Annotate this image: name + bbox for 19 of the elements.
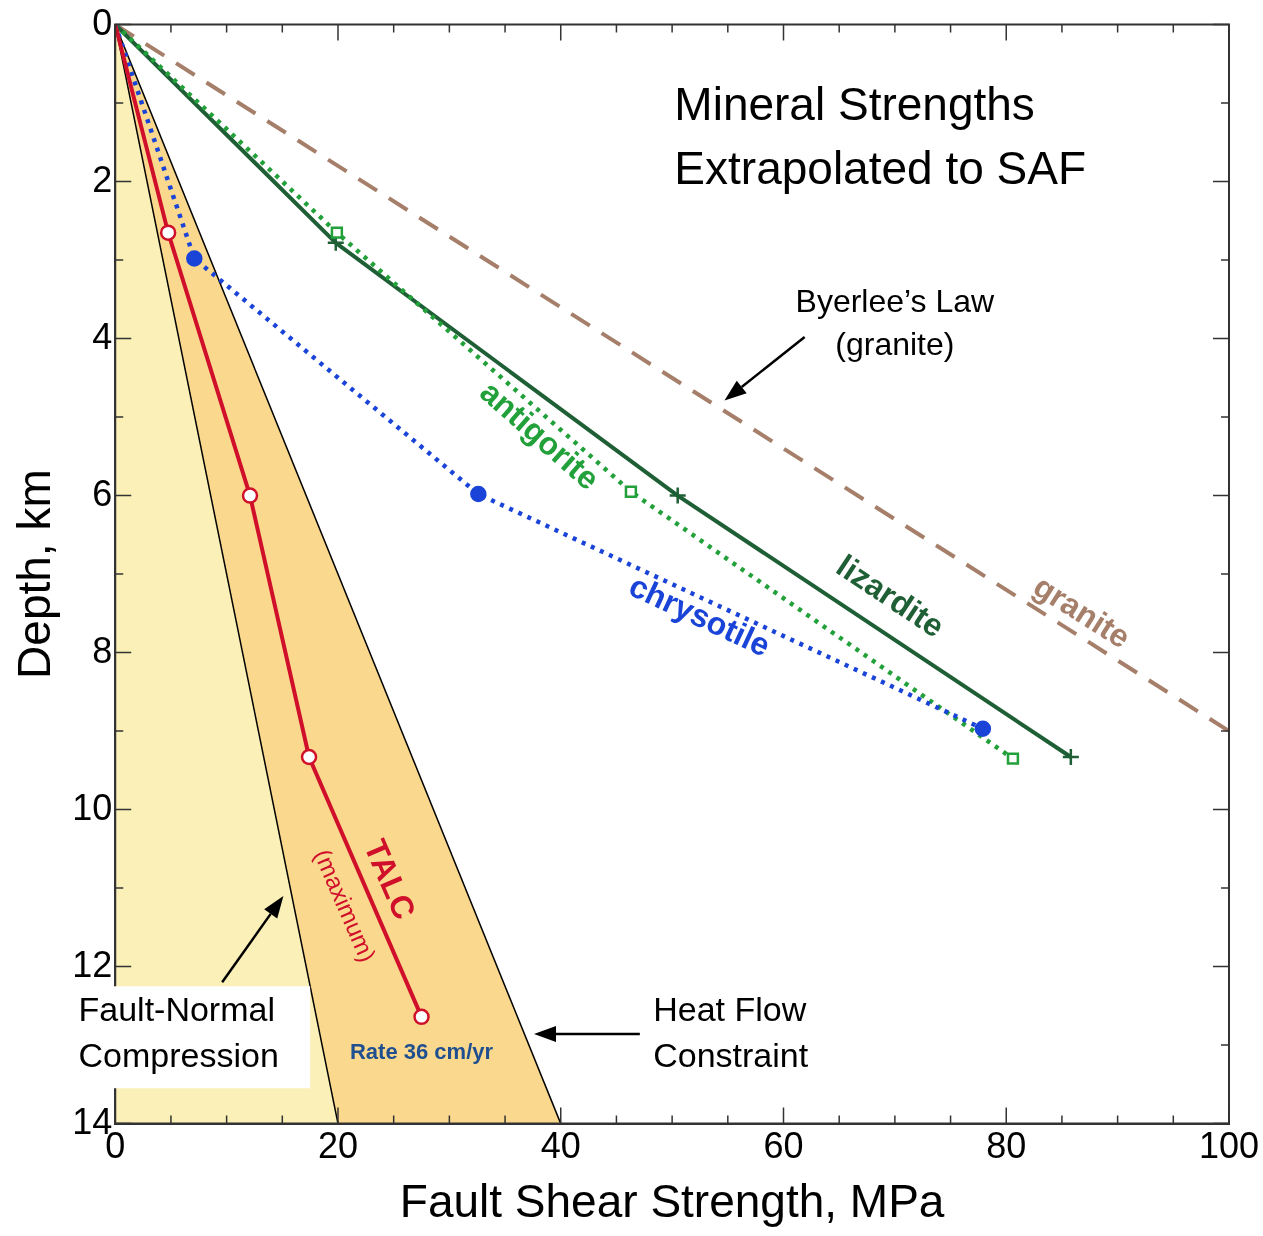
y-tick-label: 8 [92,629,113,671]
x-tick-label: 60 [763,1125,804,1167]
y-tick-label: 0 [92,1,113,43]
annotation: Fault-Normal Compression [78,989,279,1075]
y-tick-label: 4 [92,315,113,357]
x-tick-label: 40 [540,1125,581,1167]
annotation: Byerlee’s Law (granite) [795,283,996,363]
annotation: Rate 36 cm/yr [349,1039,494,1065]
y-tick-label: 10 [72,786,113,828]
annotation: Heat Flow Constraint [653,989,809,1075]
y-tick-label: 6 [92,472,113,514]
text: Mineral Strengths Extrapolated to SAF [674,77,1087,194]
x-axis-title: Fault Shear Strength, MPa [399,1175,945,1228]
x-tick-label: 100 [1198,1125,1260,1167]
y-tick-label: 12 [72,943,113,985]
y-tick-label: 2 [92,158,113,200]
y-axis-title: Depth, km [8,469,61,679]
x-tick-label: 20 [317,1125,359,1167]
x-tick-label: 80 [986,1125,1027,1167]
